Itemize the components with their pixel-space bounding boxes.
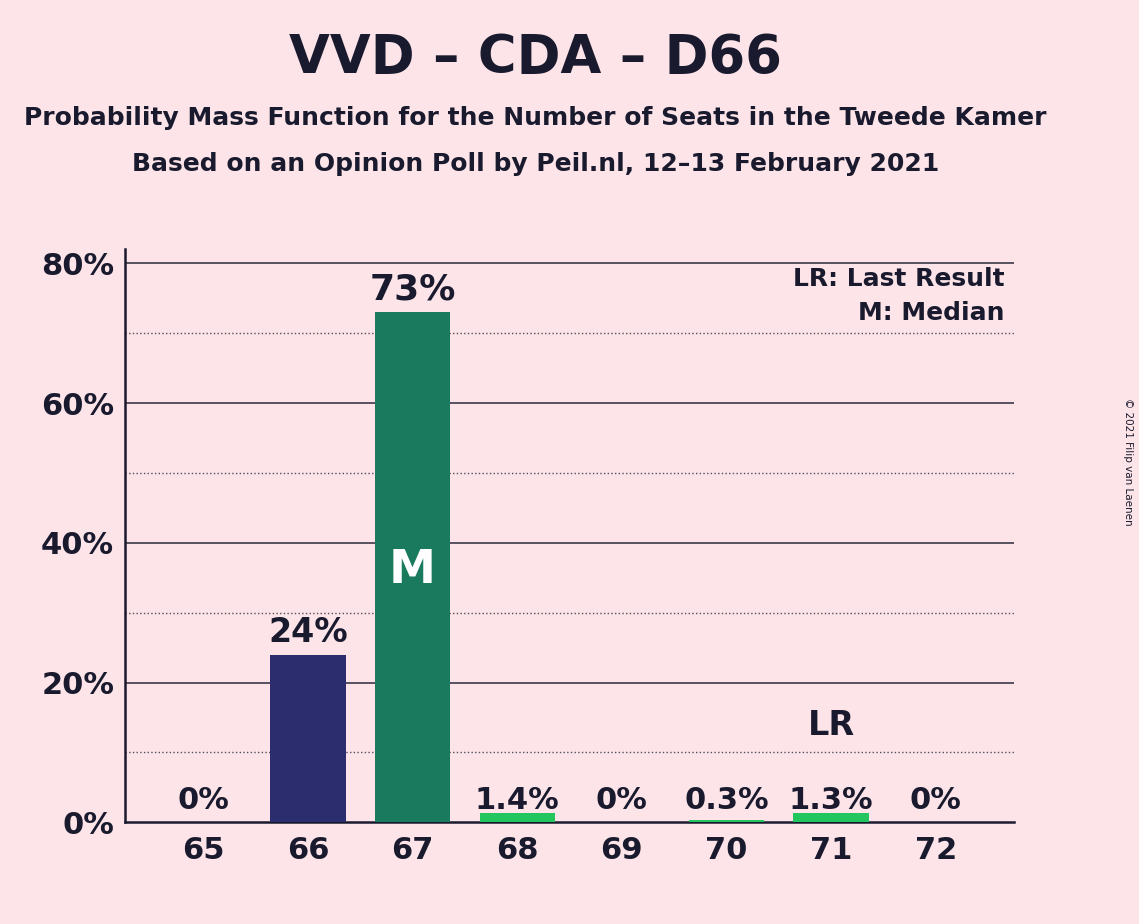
Text: 0%: 0% (910, 786, 961, 815)
Bar (375, 312, 450, 822)
Bar (794, 813, 869, 822)
Bar (689, 821, 764, 822)
Text: VVD – CDA – D66: VVD – CDA – D66 (289, 32, 781, 84)
Text: M: M (390, 548, 436, 593)
Text: 73%: 73% (369, 273, 456, 307)
Text: Probability Mass Function for the Number of Seats in the Tweede Kamer: Probability Mass Function for the Number… (24, 106, 1047, 130)
Text: 0.3%: 0.3% (685, 786, 769, 815)
Text: © 2021 Filip van Laenen: © 2021 Filip van Laenen (1123, 398, 1133, 526)
Text: 24%: 24% (268, 616, 347, 649)
Bar (270, 655, 345, 822)
Text: 0%: 0% (178, 786, 229, 815)
Bar (480, 812, 555, 822)
Text: LR: Last Result: LR: Last Result (793, 267, 1005, 291)
Text: 0%: 0% (596, 786, 648, 815)
Text: M: Median: M: Median (859, 301, 1005, 325)
Text: 1.4%: 1.4% (475, 786, 559, 815)
Text: Based on an Opinion Poll by Peil.nl, 12–13 February 2021: Based on an Opinion Poll by Peil.nl, 12–… (132, 152, 939, 176)
Text: 1.3%: 1.3% (788, 786, 874, 815)
Text: LR: LR (808, 709, 854, 742)
